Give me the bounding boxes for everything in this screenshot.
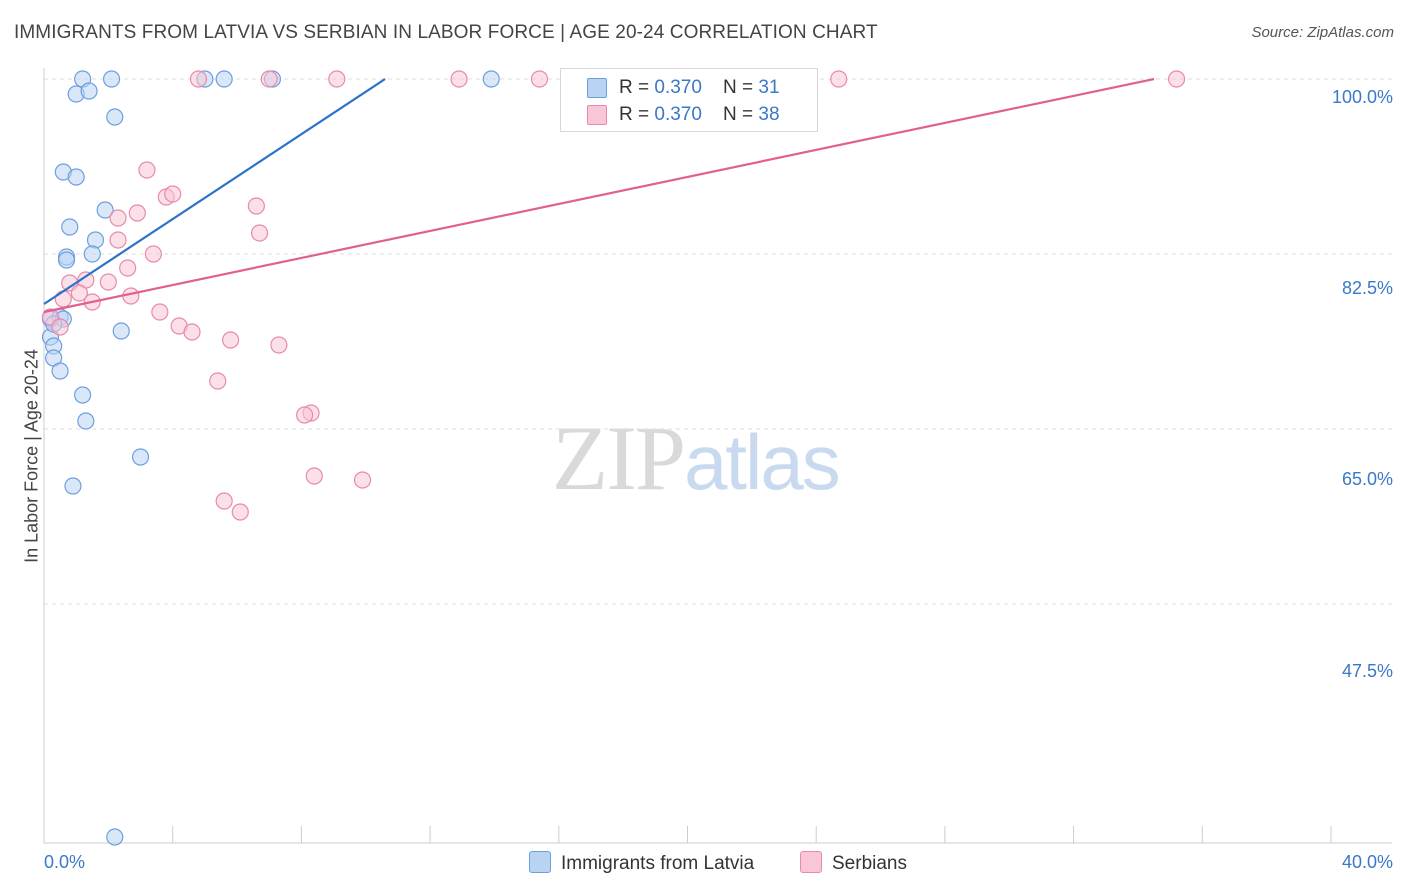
latvia-swatch <box>587 78 607 98</box>
legend-n-label: N = <box>723 104 759 125</box>
serbian-point <box>51 318 69 336</box>
legend-n-value: 31 <box>758 77 780 98</box>
trend-lines <box>43 77 1155 314</box>
serbian-point <box>138 161 156 179</box>
serbian-point <box>109 209 127 227</box>
latvia-point <box>112 322 130 340</box>
serbian-points <box>41 70 1186 521</box>
serbian-point <box>247 197 265 215</box>
y-tick-label: 100.0% <box>1331 87 1393 107</box>
serbian-point <box>54 290 72 308</box>
serbian-point <box>189 70 208 88</box>
serbian-point <box>183 323 201 341</box>
serbian-point <box>164 185 182 203</box>
grid-lines <box>44 78 1392 605</box>
serbian-point <box>109 231 127 249</box>
chart-title: IMMIGRANTS FROM LATVIA VS SERBIAN IN LAB… <box>14 22 878 43</box>
serbian-point <box>830 70 848 88</box>
serbian-point <box>144 245 162 263</box>
serbian-point <box>151 303 169 321</box>
latvia-point <box>77 412 95 430</box>
watermark: ZIPatlas <box>552 405 841 511</box>
serbian-point <box>128 204 146 222</box>
legend-r-value: 0.370 <box>654 77 702 98</box>
serbian-point <box>209 372 227 390</box>
legend-item-serbians: Serbians <box>800 851 907 875</box>
serbian-point <box>70 284 88 302</box>
serbian-point <box>353 471 372 489</box>
legend-r-value: 0.370 <box>654 104 702 125</box>
stats-legend: R = 0.370 N = 31 R = 0.370 N = 38 <box>560 68 818 132</box>
latvia-point <box>102 70 121 88</box>
latvia-point <box>61 218 79 236</box>
latvia-point <box>131 448 150 466</box>
x-tick-label-max: 40.0% <box>1341 852 1393 872</box>
serbian-point <box>215 492 233 510</box>
latvia-points <box>41 70 500 846</box>
serbian-point <box>119 259 137 277</box>
latvia-legend-swatch <box>529 851 551 873</box>
latvia-trend-line <box>43 78 386 305</box>
watermark-zip: ZIP <box>552 407 686 509</box>
latvia-legend-label: Immigrants from Latvia <box>561 853 755 874</box>
serbian-legend-label: Serbians <box>832 853 907 874</box>
x-tick-label-min: 0.0% <box>44 852 86 872</box>
serbian-point <box>270 336 288 354</box>
latvia-point <box>67 168 85 186</box>
serbian-point <box>530 70 549 88</box>
serbian-point <box>260 70 278 88</box>
legend-r-label: R = <box>619 77 655 98</box>
serbian-point <box>250 224 269 242</box>
latvia-point <box>64 477 82 495</box>
latvia-point <box>80 82 98 100</box>
latvia-point <box>74 386 92 404</box>
serbian-point <box>450 70 468 88</box>
serbian-point <box>1167 70 1186 88</box>
serbian-trend-line <box>43 77 1155 314</box>
y-tick-label: 47.5% <box>1341 661 1393 681</box>
latvia-point <box>51 362 69 380</box>
serbian-point <box>305 467 323 485</box>
latvia-point <box>83 245 101 263</box>
serbian-legend-swatch <box>800 851 822 873</box>
latvia-point <box>86 231 105 249</box>
latvia-point <box>106 828 124 846</box>
serbian-point <box>328 70 346 88</box>
latvia-point <box>215 70 233 88</box>
latvia-point <box>106 108 124 126</box>
serbian-point <box>222 331 240 349</box>
legend-item-latvia: Immigrants from Latvia <box>529 851 754 875</box>
y-tick-label: 82.5% <box>1341 278 1393 298</box>
watermark-atlas: atlas <box>684 418 841 506</box>
y-axis-label: In Labor Force | Age 20-24 <box>21 349 42 563</box>
latvia-point <box>96 201 114 219</box>
legend-n-label: N = <box>723 77 759 98</box>
y-tick-label: 65.0% <box>1341 469 1393 489</box>
legend-n-value: 38 <box>758 104 780 125</box>
serbian-point <box>296 406 314 424</box>
axes <box>43 68 1392 844</box>
serbian-point <box>99 273 117 291</box>
latvia-point <box>57 251 76 269</box>
source-credit: Source: ZipAtlas.com <box>1251 24 1394 41</box>
legend-r-label: R = <box>619 104 655 125</box>
serbian-swatch <box>587 105 607 125</box>
latvia-point <box>482 70 500 88</box>
serbian-point <box>231 503 249 521</box>
